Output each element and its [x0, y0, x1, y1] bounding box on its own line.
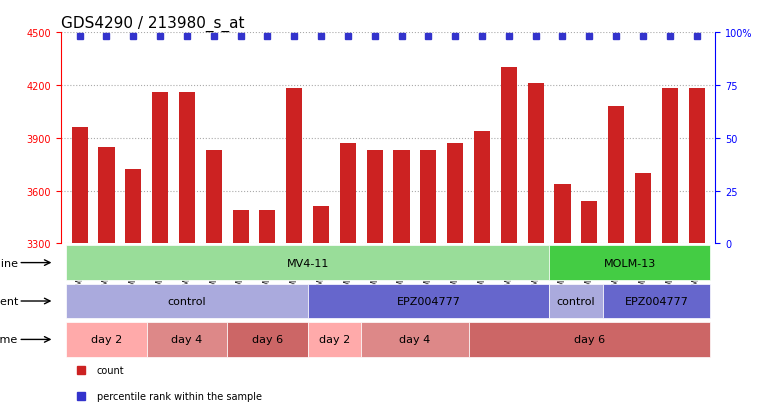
FancyBboxPatch shape	[361, 323, 469, 357]
FancyBboxPatch shape	[469, 323, 710, 357]
Text: MV4-11: MV4-11	[286, 258, 329, 268]
Text: day 4: day 4	[171, 335, 202, 344]
Bar	[635, 173, 651, 244]
FancyBboxPatch shape	[549, 246, 710, 280]
Text: control: control	[167, 296, 206, 306]
Bar	[260, 211, 275, 244]
Bar	[152, 93, 168, 244]
Bar	[662, 89, 678, 244]
FancyBboxPatch shape	[66, 284, 307, 318]
Bar	[581, 202, 597, 244]
FancyBboxPatch shape	[307, 323, 361, 357]
Text: percentile rank within the sample: percentile rank within the sample	[97, 391, 262, 401]
Bar	[286, 89, 302, 244]
Text: day 2: day 2	[319, 335, 350, 344]
Bar	[313, 207, 329, 244]
Text: time: time	[0, 335, 18, 344]
Bar	[367, 151, 383, 244]
Bar	[179, 93, 195, 244]
Bar	[72, 128, 88, 244]
Text: day 6: day 6	[574, 335, 605, 344]
Bar	[555, 184, 571, 244]
Bar	[393, 151, 409, 244]
FancyBboxPatch shape	[307, 284, 549, 318]
Text: EPZ004777: EPZ004777	[624, 296, 688, 306]
Bar	[447, 144, 463, 244]
Bar	[474, 131, 490, 244]
Text: MOLM-13: MOLM-13	[603, 258, 656, 268]
Bar	[689, 89, 705, 244]
Bar	[608, 107, 624, 244]
FancyBboxPatch shape	[66, 246, 549, 280]
Text: GDS4290 / 213980_s_at: GDS4290 / 213980_s_at	[61, 16, 244, 32]
Text: agent: agent	[0, 296, 18, 306]
Text: day 6: day 6	[252, 335, 283, 344]
Bar	[98, 147, 114, 244]
FancyBboxPatch shape	[603, 284, 710, 318]
Text: control: control	[556, 296, 595, 306]
Text: day 2: day 2	[91, 335, 122, 344]
Text: count: count	[97, 365, 125, 375]
Text: cell line: cell line	[0, 258, 18, 268]
FancyBboxPatch shape	[228, 323, 307, 357]
Bar	[420, 151, 436, 244]
Bar	[205, 151, 221, 244]
Bar	[233, 211, 249, 244]
Bar	[501, 68, 517, 244]
FancyBboxPatch shape	[66, 323, 147, 357]
FancyBboxPatch shape	[147, 323, 228, 357]
Bar	[527, 84, 543, 244]
Text: day 4: day 4	[400, 335, 431, 344]
Bar	[126, 170, 142, 244]
Text: EPZ004777: EPZ004777	[396, 296, 460, 306]
Bar	[340, 144, 356, 244]
FancyBboxPatch shape	[549, 284, 603, 318]
